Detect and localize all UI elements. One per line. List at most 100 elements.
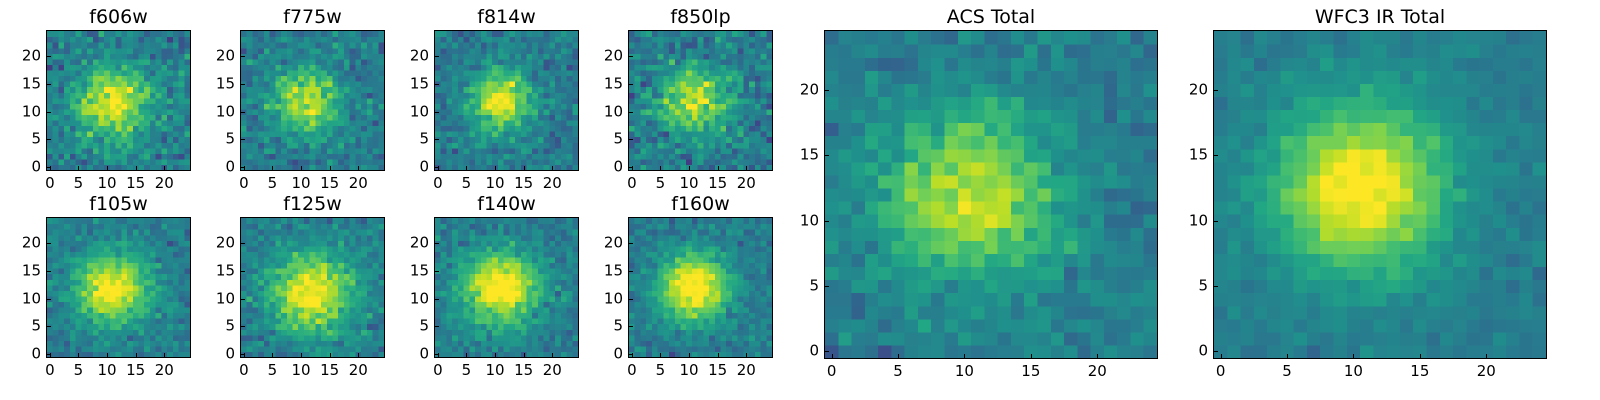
heatmap-cell bbox=[566, 58, 573, 65]
heatmap-cell bbox=[275, 86, 282, 93]
heatmap-cell bbox=[515, 125, 522, 132]
heatmap-cell bbox=[686, 147, 693, 154]
heatmap-cell bbox=[469, 114, 476, 121]
heatmap-cell bbox=[555, 284, 562, 291]
heatmap-cell bbox=[680, 158, 687, 166]
heatmap-cell bbox=[127, 36, 134, 43]
heatmap-cell bbox=[520, 147, 528, 154]
heatmap-cell bbox=[446, 136, 453, 143]
heatmap-cell bbox=[532, 262, 539, 269]
heatmap-cell bbox=[52, 53, 60, 60]
heatmap-cell bbox=[155, 218, 162, 225]
heatmap-cell bbox=[674, 142, 682, 149]
heatmap-cell bbox=[161, 340, 168, 347]
heatmap-cell bbox=[743, 312, 750, 319]
heatmap-cell bbox=[629, 58, 636, 65]
heatmap-cell bbox=[127, 158, 134, 166]
heatmap-cell bbox=[709, 58, 716, 65]
heatmap-cell bbox=[104, 114, 111, 121]
heatmap-cell bbox=[435, 119, 442, 127]
heatmap-cell bbox=[674, 273, 682, 280]
heatmap-cell bbox=[263, 42, 271, 49]
heatmap-cell bbox=[87, 240, 94, 247]
heatmap-cell bbox=[58, 164, 65, 170]
heatmap-cell bbox=[634, 295, 642, 302]
heatmap-cell bbox=[515, 340, 522, 347]
heatmap-cell bbox=[663, 279, 670, 286]
heatmap-cell bbox=[298, 234, 305, 241]
heatmap-cell bbox=[58, 69, 65, 77]
heatmap-cell bbox=[275, 301, 282, 308]
heatmap-cell bbox=[81, 334, 88, 341]
heatmap-cell bbox=[691, 306, 699, 314]
heatmap-cell bbox=[446, 114, 453, 121]
heatmap-cell bbox=[532, 251, 539, 258]
heatmap-cell bbox=[475, 114, 482, 121]
heatmap-cell bbox=[475, 223, 482, 230]
heatmap-cell bbox=[246, 125, 254, 132]
heatmap-cell bbox=[309, 47, 316, 54]
heatmap-cell bbox=[686, 86, 693, 93]
heatmap-cell bbox=[69, 58, 77, 65]
heatmap-cell bbox=[509, 323, 516, 330]
heatmap-cell bbox=[731, 131, 739, 138]
heatmap-cell bbox=[640, 268, 647, 275]
heatmap-cell bbox=[178, 114, 185, 121]
heatmap-cell bbox=[709, 158, 716, 166]
heatmap-cell bbox=[167, 64, 174, 71]
heatmap-cell bbox=[566, 47, 573, 54]
heatmap-cell bbox=[726, 47, 733, 54]
heatmap-cell bbox=[178, 345, 185, 353]
heatmap-cell bbox=[332, 284, 339, 291]
heatmap-cell bbox=[92, 251, 100, 258]
heatmap-cell bbox=[515, 229, 522, 236]
heatmap-cell bbox=[303, 256, 311, 264]
heatmap-cell bbox=[446, 229, 453, 236]
heatmap-cell bbox=[178, 81, 185, 88]
heatmap-cell bbox=[457, 268, 465, 275]
heatmap-cell bbox=[252, 240, 259, 247]
heatmap-cell bbox=[520, 284, 528, 291]
heatmap-cell bbox=[435, 279, 442, 286]
heatmap-cell bbox=[92, 103, 100, 110]
heatmap-cell bbox=[361, 301, 368, 308]
heatmap-cell bbox=[691, 92, 699, 99]
heatmap-cell bbox=[263, 351, 271, 357]
heatmap-cell bbox=[275, 256, 282, 264]
heatmap-cell bbox=[731, 153, 739, 160]
x-tick-label: 5 bbox=[73, 361, 84, 379]
heatmap-cell bbox=[572, 131, 578, 138]
heatmap-cell bbox=[258, 234, 265, 241]
heatmap-cell bbox=[378, 323, 384, 330]
heatmap-cell bbox=[343, 262, 351, 269]
heatmap-cell bbox=[332, 240, 339, 247]
heatmap-cell bbox=[167, 47, 174, 54]
heatmap-cell bbox=[92, 142, 100, 149]
heatmap-cell bbox=[361, 64, 368, 71]
heatmap-cell bbox=[726, 142, 733, 149]
heatmap-cell bbox=[338, 284, 345, 291]
heatmap-cell bbox=[560, 218, 568, 225]
heatmap-cell bbox=[167, 262, 174, 269]
heatmap-cell bbox=[184, 223, 190, 230]
heatmap-cell bbox=[241, 262, 248, 269]
heatmap-cell bbox=[572, 268, 578, 275]
heatmap-cell bbox=[560, 103, 568, 110]
heatmap-cell bbox=[469, 240, 476, 247]
heatmap-cell bbox=[161, 290, 168, 297]
heatmap-cell bbox=[286, 290, 294, 297]
heatmap-cell bbox=[686, 290, 693, 297]
y-tick-mark bbox=[629, 56, 633, 58]
heatmap-cell bbox=[298, 58, 305, 65]
heatmap-cell bbox=[440, 284, 448, 291]
heatmap-cell bbox=[663, 47, 670, 54]
heatmap-cell bbox=[132, 323, 140, 330]
heatmap-cell bbox=[475, 69, 482, 77]
heatmap-cell bbox=[480, 256, 488, 264]
heatmap-cell bbox=[298, 240, 305, 247]
heatmap-cell bbox=[309, 268, 316, 275]
heatmap-cell bbox=[355, 103, 362, 110]
heatmap-cell bbox=[246, 351, 254, 357]
heatmap-cell bbox=[47, 340, 54, 347]
heatmap-cell bbox=[572, 53, 578, 60]
